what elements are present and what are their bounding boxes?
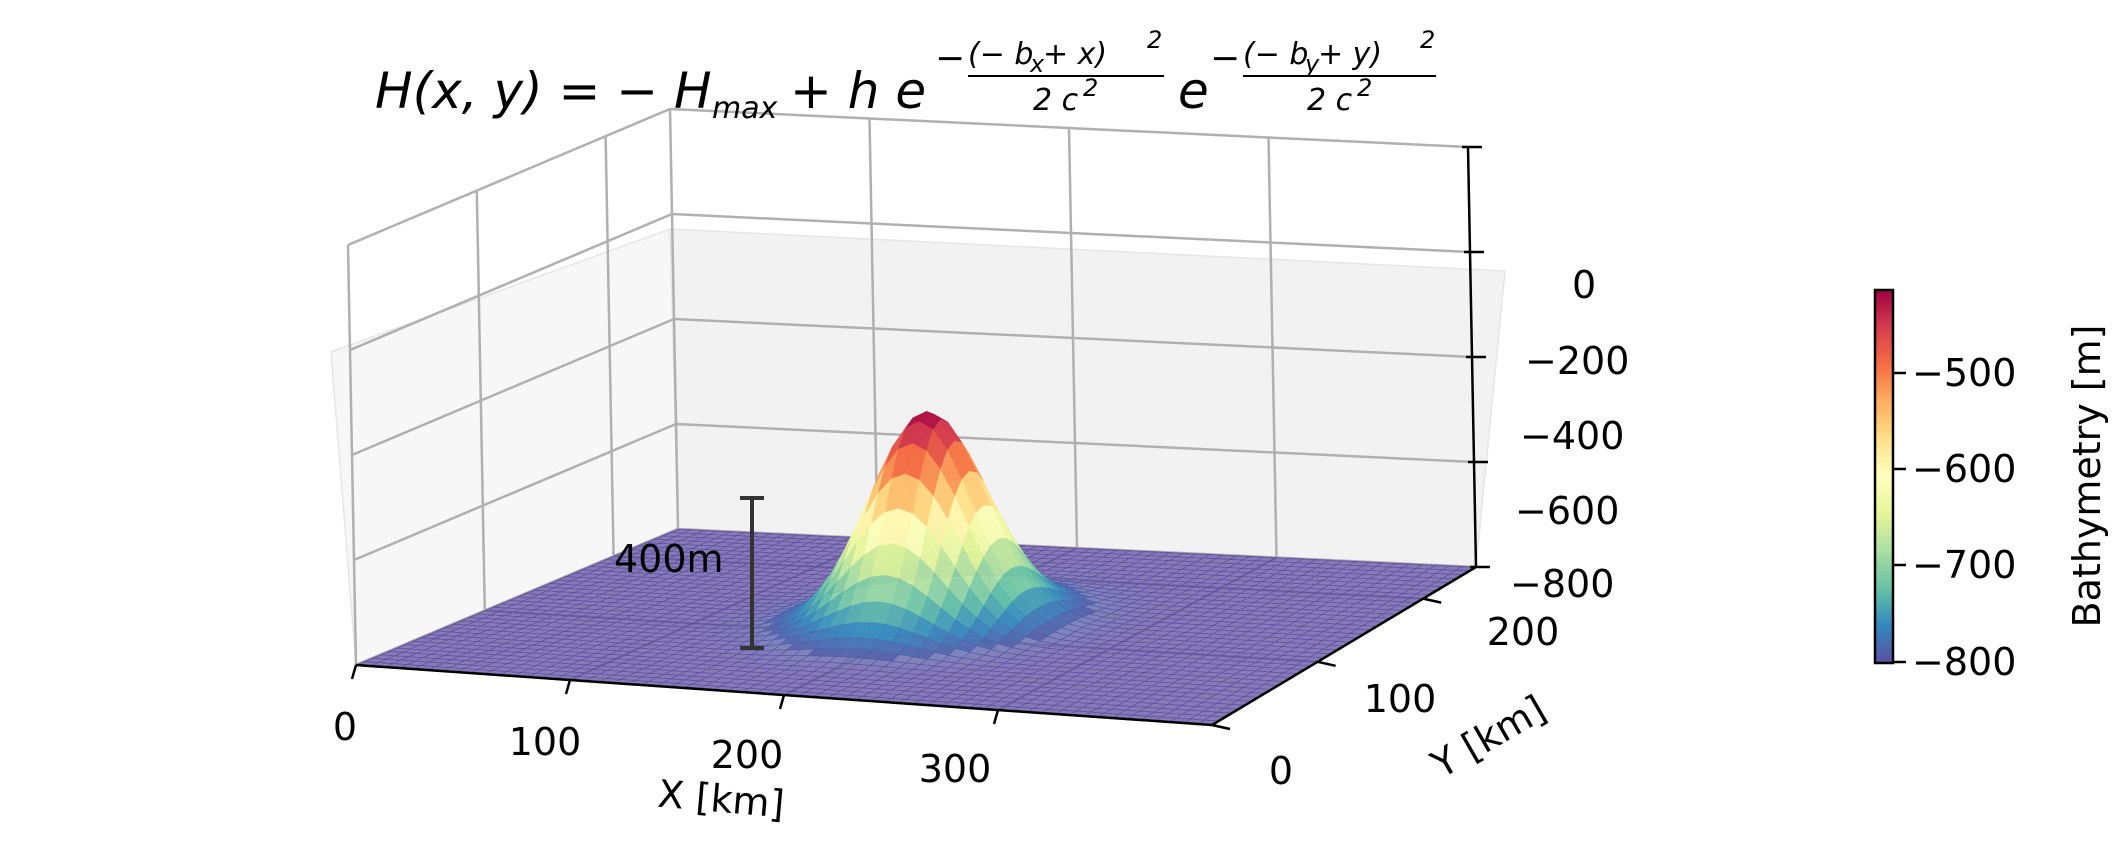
z-tick-label: −200 bbox=[1525, 339, 1629, 383]
title-exp1-num: (− b bbox=[968, 37, 1033, 72]
title-exp2-sq: 2 bbox=[1420, 26, 1435, 54]
back-pane bbox=[669, 228, 1506, 568]
colorbar-ticks bbox=[1893, 371, 1906, 664]
y-tick-mark bbox=[1422, 597, 1442, 604]
tick-marks bbox=[350, 145, 1490, 731]
colorbar-label: Bathymetry [m] bbox=[2065, 325, 2109, 628]
title-mid: + h e bbox=[790, 62, 926, 120]
title-exp1-num-sub: x bbox=[1029, 50, 1045, 78]
y-tick-mark bbox=[1211, 723, 1231, 731]
z-tick-label: −600 bbox=[1515, 489, 1619, 533]
chart-title: H(x, y) = − H max + h e − (− b x + x) 2 … bbox=[375, 26, 1436, 126]
y-tick-mark bbox=[1317, 660, 1336, 668]
title-exp2-minus: − bbox=[1210, 38, 1240, 79]
x-tick-label: 100 bbox=[509, 720, 582, 764]
title-e2: e bbox=[1178, 62, 1209, 120]
y-tick-label: 0 bbox=[1269, 749, 1293, 793]
x-tick-label: 300 bbox=[919, 747, 992, 791]
title-lhs: H(x, y) = − H bbox=[375, 62, 712, 120]
x-tick-mark bbox=[992, 709, 1000, 725]
title-exp1-minus: − bbox=[935, 38, 965, 79]
title-exp1-sq: 2 bbox=[1147, 26, 1162, 54]
colorbar-tick-label: −500 bbox=[1912, 351, 2016, 395]
title-hmax-sub: max bbox=[712, 91, 778, 126]
colorbar-tick-label: −700 bbox=[1912, 543, 2016, 587]
grid-line bbox=[669, 107, 1469, 149]
x-tick-mark bbox=[778, 694, 786, 710]
colorbar bbox=[1873, 288, 1895, 665]
x-tick-label: 0 bbox=[333, 705, 357, 749]
scale-annotation-label: 400m bbox=[614, 537, 724, 581]
title-exp1-num-end: + x) bbox=[1043, 37, 1107, 72]
title-exp2-den-sq: 2 bbox=[1357, 74, 1372, 102]
z-tick-label: −400 bbox=[1520, 414, 1624, 458]
y-tick-label: 100 bbox=[1364, 677, 1437, 721]
z-tick-label: 0 bbox=[1572, 263, 1596, 307]
grid-line bbox=[671, 212, 1471, 254]
title-exp2-num: (− b bbox=[1243, 37, 1308, 72]
grid-line bbox=[351, 317, 675, 457]
x-tick-mark bbox=[564, 679, 572, 695]
title-exp2-num-end: + y) bbox=[1318, 37, 1382, 72]
grid-line bbox=[675, 422, 1475, 464]
y-axis-line bbox=[1211, 565, 1477, 727]
grid-line bbox=[673, 317, 1473, 359]
bathymetry-surface bbox=[355, 410, 1478, 726]
x-axis-title: X [km] bbox=[656, 772, 786, 827]
title-exp1-den: 2 c bbox=[1033, 83, 1079, 118]
colorbar-tick-label: −800 bbox=[1912, 640, 2016, 684]
grid-line bbox=[347, 107, 671, 247]
title-exp2-num-sub: y bbox=[1304, 50, 1320, 78]
colorbar-tick-label: −600 bbox=[1912, 447, 2016, 491]
z-tick-label: −800 bbox=[1510, 562, 1614, 606]
x-tick-label: 200 bbox=[711, 733, 784, 777]
grid-line bbox=[353, 422, 677, 562]
scale-annotation bbox=[740, 496, 764, 650]
title-exp2-den: 2 c bbox=[1307, 83, 1353, 118]
grid-line bbox=[349, 212, 673, 352]
x-tick-mark bbox=[350, 664, 358, 680]
y-axis-title: Y [km] bbox=[1423, 687, 1553, 788]
title-exp1-den-sq: 2 bbox=[1083, 74, 1098, 102]
y-tick-label: 200 bbox=[1487, 610, 1560, 654]
